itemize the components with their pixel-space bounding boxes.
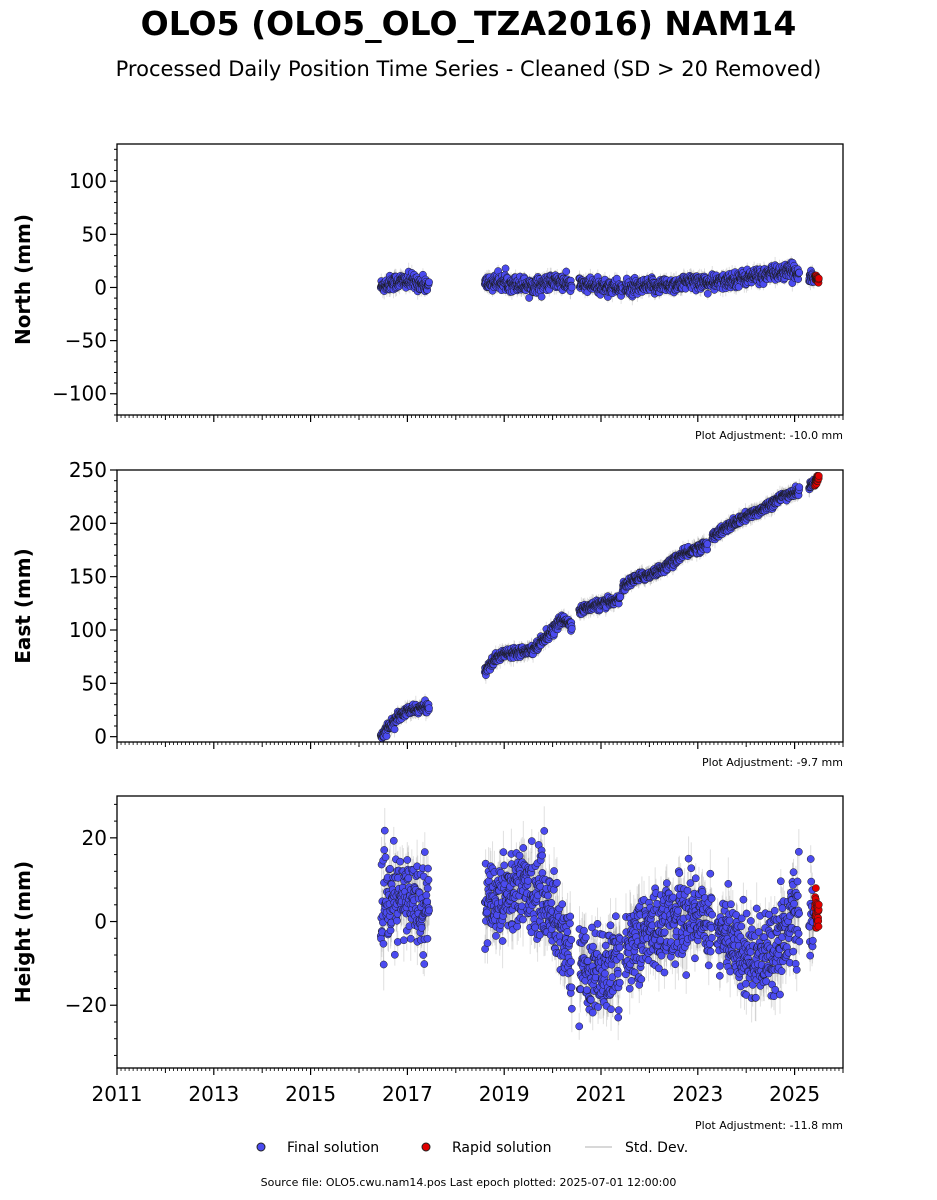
north-final-point: [501, 264, 510, 273]
north-points: [376, 258, 823, 302]
chart-title: OLO5 (OLO5_OLO_TZA2016) NAM14: [140, 4, 797, 43]
east-points: [376, 471, 823, 742]
east-final-point: [390, 725, 399, 734]
north-panel: −100 −50 0 50 100 North (mm) Plot Adjustment: …: [11, 143, 844, 442]
north-rapid-point: [814, 274, 823, 283]
north-final-point: [703, 289, 712, 298]
north-final-point: [537, 292, 546, 301]
north-final-point: [525, 294, 533, 302]
north-y-axis-label: North (mm): [11, 214, 35, 345]
east-final-point: [567, 624, 576, 633]
east-final-point: [616, 593, 625, 601]
east-final-point: [425, 704, 433, 713]
north-y-tick-label: 0: [94, 275, 107, 299]
north-final-point: [567, 283, 576, 292]
north-y-tick-label: 50: [82, 222, 107, 246]
north-y-tick-label: −50: [65, 329, 107, 353]
north-y-tick-label: −100: [52, 382, 107, 406]
north-final-point: [795, 268, 804, 277]
north-final-point: [562, 267, 571, 276]
north-plot-adjustment: Plot Adjustment: -10.0 mm: [695, 429, 843, 442]
east-final-point: [382, 732, 391, 740]
chart-subtitle: Processed Daily Position Time Series - C…: [115, 57, 822, 81]
north-final-point: [425, 278, 433, 287]
north-y-tick-label: 100: [69, 169, 107, 193]
